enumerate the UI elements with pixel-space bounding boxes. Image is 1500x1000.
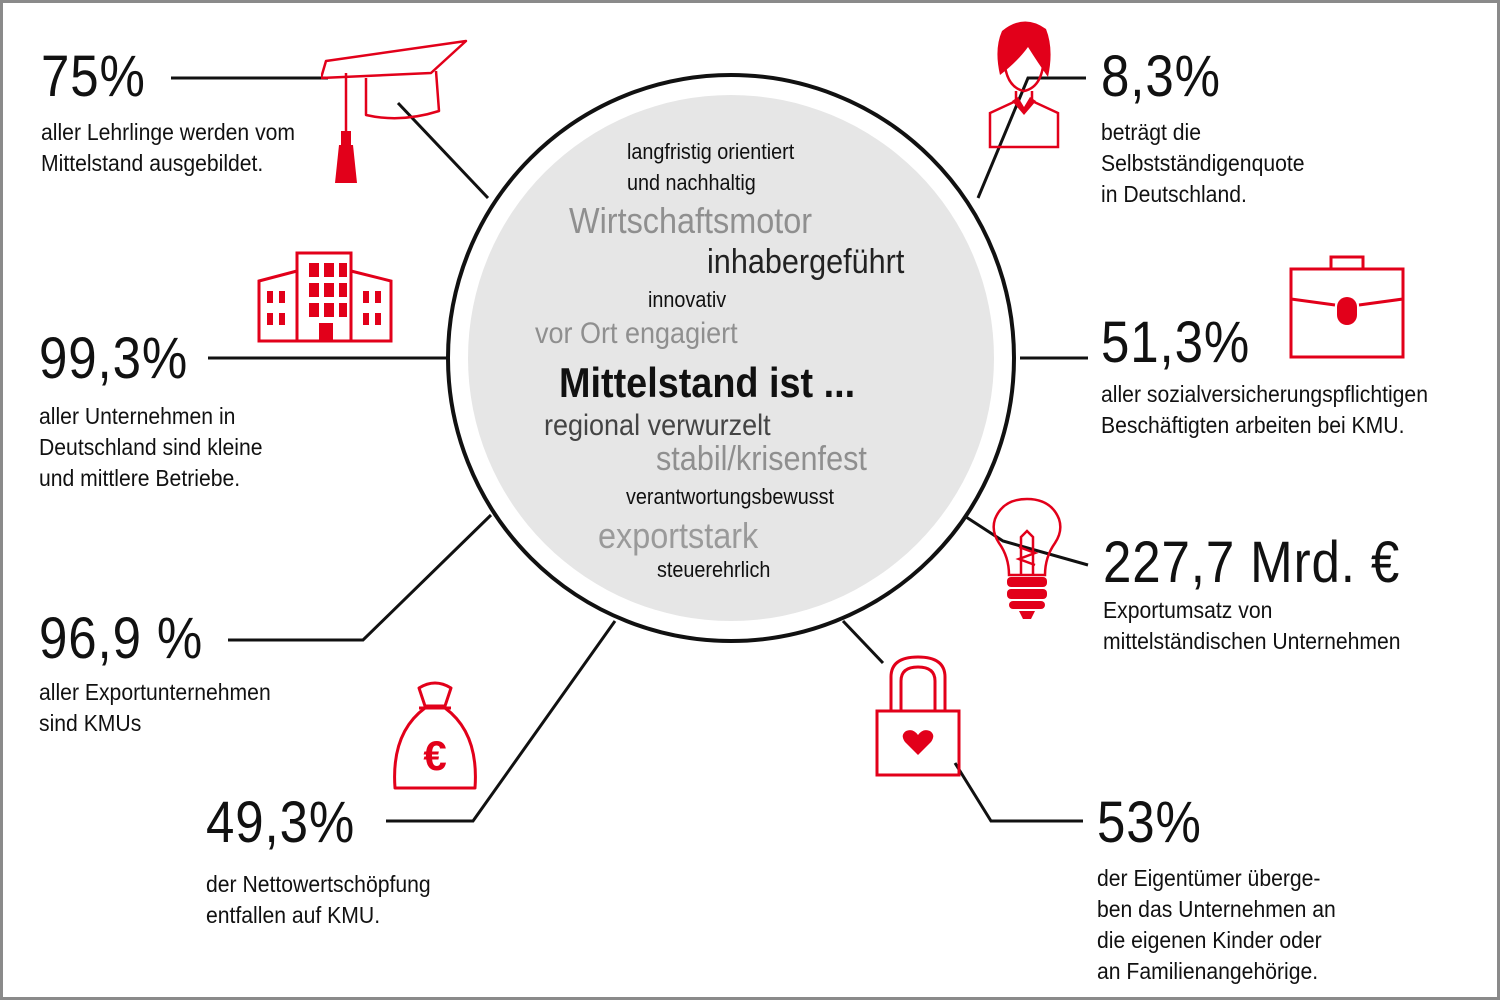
stat-text-line: aller Lehrlinge werden vom (41, 119, 296, 145)
word-vor-ort-engagiert: vor Ort engagiert (535, 317, 738, 350)
padlock-heart-icon (875, 655, 961, 777)
stat-beschaeftigte: 51,3% aller sozialversicherungspflichtig… (1101, 313, 1456, 441)
light-bulb-icon (992, 497, 1062, 619)
stat-text-line: ben das Unternehmen an (1097, 896, 1336, 922)
stat-value: 99,3% (39, 326, 189, 391)
stat-text-line: entfallen auf KMU. (206, 902, 381, 928)
stat-exportumsatz: 227,7 Mrd. € Exportumsatz von mittelstän… (1103, 533, 1441, 657)
stat-text-line: mittelständischen Unternehmen (1103, 628, 1401, 654)
stat-value: 8,3% (1101, 44, 1221, 109)
person-icon (988, 21, 1060, 149)
stat-text-line: sind KMUs (39, 710, 142, 736)
stat-unternehmen: 99,3% aller Unternehmen in Deutschland s… (39, 329, 282, 494)
word-inhabergefuehrt: inhabergeführt (707, 243, 905, 281)
stat-text-line: die eigenen Kinder oder (1097, 927, 1322, 953)
central-circle-fill (468, 95, 994, 621)
stat-text-line: und mittlere Betriebe. (39, 465, 241, 491)
stat-value: 49,3% (206, 790, 356, 855)
stat-text-line: an Familienangehörige. (1097, 958, 1319, 984)
stat-nachfolge: 53% der Eigentümer überge- ben das Unter… (1097, 793, 1357, 987)
stat-value: 96,9 % (39, 606, 204, 671)
stat-nettowertschoepfung: 49,3% der Nettowertschöpfung entfallen a… (206, 793, 450, 931)
stat-text-line: Deutschland sind kleine (39, 434, 263, 460)
stat-text-line: aller sozialversicherungspflichtigen (1101, 381, 1428, 407)
money-bag-euro-icon: € (393, 681, 477, 790)
stat-exportunternehmen: 96,9 % aller Exportunternehmen sind KMUs (39, 609, 291, 739)
word-nachhaltig: und nachhaltig (627, 170, 756, 195)
stat-text-line: Exportumsatz von (1103, 597, 1273, 623)
stat-text-line: Selbstständigenquote (1101, 150, 1305, 176)
stat-selbststaendige: 8,3% beträgt die Selbstständigenquote in… (1101, 47, 1322, 210)
stat-value: 51,3% (1101, 310, 1251, 375)
word-regional-verwurzelt: regional verwurzelt (544, 409, 771, 442)
word-innovativ: innovativ (648, 287, 727, 312)
stat-lehrlinge: 75% aller Lehrlinge werden vom Mittelsta… (41, 47, 317, 179)
stat-value: 53% (1097, 790, 1202, 855)
stat-text-line: aller Exportunternehmen (39, 679, 271, 705)
stat-value: 75% (41, 44, 146, 109)
stat-text-line: Beschäftigten arbeiten bei KMU. (1101, 412, 1405, 438)
building-icon (257, 251, 393, 343)
stat-text-line: beträgt die (1101, 119, 1202, 145)
connector-lines (171, 73, 1089, 823)
euro-symbol: € (423, 732, 446, 779)
stat-text-line: in Deutschland. (1101, 181, 1247, 207)
word-verantwortungsbewusst: verantwortungsbewusst (626, 484, 835, 509)
heading-mittelstand-ist: Mittelstand ist ... (559, 359, 856, 406)
word-stabil-krisenfest: stabil/krisenfest (656, 440, 867, 478)
stat-text-line: Mittelstand ausgebildet. (41, 150, 264, 176)
stat-text-line: aller Unternehmen in (39, 403, 236, 429)
word-exportstark: exportstark (598, 515, 759, 556)
briefcase-icon (1289, 255, 1405, 359)
word-steuerehrlich: steuerehrlich (657, 557, 771, 582)
word-langfristig: langfristig orientiert (627, 139, 795, 164)
graduation-cap-icon (321, 39, 468, 183)
word-wirtschaftsmotor: Wirtschaftsmotor (569, 200, 813, 241)
stat-text-line: der Nettowertschöpfung (206, 871, 431, 897)
stat-value: 227,7 Mrd. € (1103, 530, 1401, 595)
stat-text-line: der Eigentümer überge- (1097, 865, 1321, 891)
